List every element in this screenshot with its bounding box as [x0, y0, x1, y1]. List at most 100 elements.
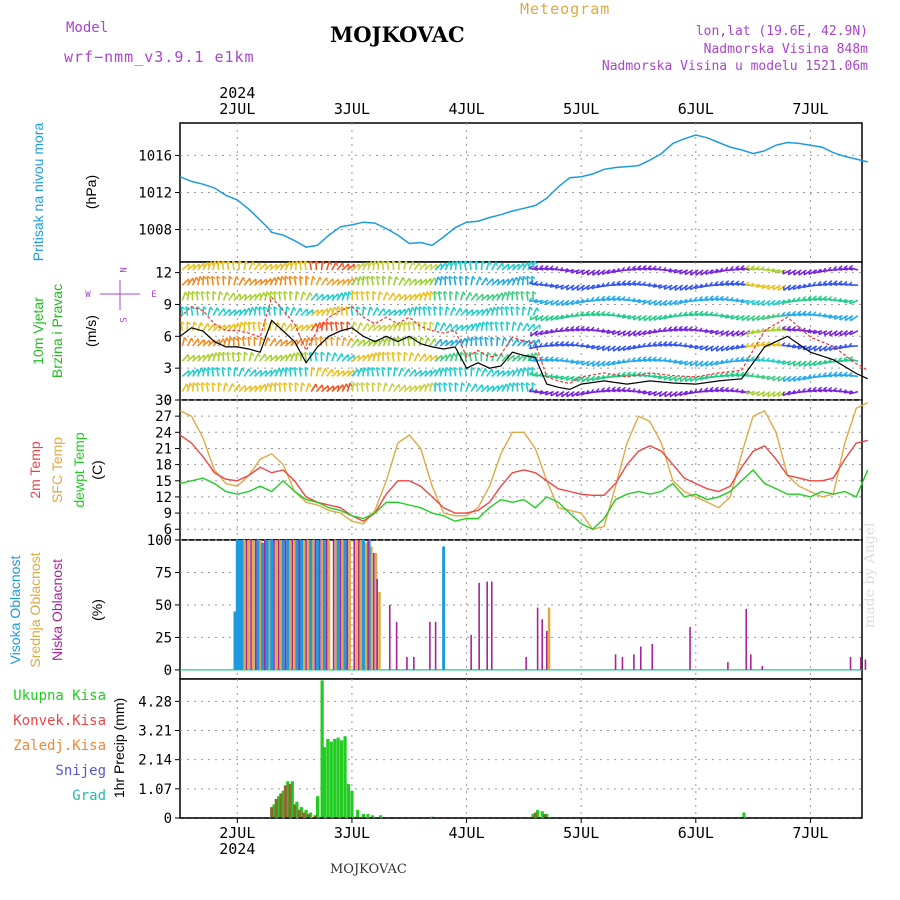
wind-barb-flag [668, 341, 673, 345]
cloud-bar-high [322, 540, 326, 670]
wind-barb-flag [549, 341, 554, 345]
wind-barb-flag [437, 276, 441, 281]
precip-bar-total [276, 796, 281, 818]
wind-barb [429, 337, 436, 347]
wind-barb [231, 352, 235, 362]
wind-barb [468, 260, 472, 271]
wind-barb [200, 382, 204, 392]
wind-barb-flag [771, 376, 775, 381]
wind-barb-flag [657, 327, 662, 332]
wind-barb-flag [833, 387, 838, 392]
wind-barb [710, 345, 720, 352]
wind-barb [622, 282, 632, 286]
wind-barb [216, 367, 220, 377]
wind-barb-flag [520, 290, 525, 295]
wind-barb-flag [184, 336, 188, 342]
wind-barb [356, 382, 359, 392]
wind-barb-flag [787, 270, 790, 275]
wind-barb-flag [419, 306, 423, 310]
wind-barb-flag [248, 307, 251, 313]
wind-barb [526, 276, 529, 286]
wind-barb-flag [714, 360, 718, 365]
wind-barb-flag [300, 307, 303, 313]
wind-barb [223, 308, 231, 317]
wind-barb-flag [606, 386, 611, 391]
wind-barb-flag [575, 341, 580, 346]
wind-barb-flag [729, 265, 734, 270]
wind-barb-flag [729, 296, 734, 301]
wind-barb-flag [632, 371, 637, 375]
wind-barb [382, 382, 387, 392]
wind-barb-flag [590, 388, 595, 393]
wind-barb [231, 260, 235, 271]
wind-barb-flag [384, 382, 389, 387]
wind-barb-flag [356, 368, 360, 374]
wind-barb [304, 367, 307, 377]
wind-barb-flag [632, 280, 637, 284]
wind-barb-flag [225, 382, 229, 387]
wind-barb [486, 278, 494, 286]
wind-barb-flag [688, 343, 692, 348]
wind-barb [709, 297, 719, 302]
wind-barb-flag [596, 310, 601, 314]
wind-barb [679, 375, 689, 383]
wind-barb [685, 375, 694, 383]
wind-barb [386, 260, 390, 271]
precip-bar-total [326, 738, 330, 818]
wind-barb [181, 278, 190, 286]
wind-barb [772, 375, 781, 382]
wind-barb-flag [849, 330, 852, 335]
wind-barb [269, 368, 277, 377]
wind-barb-flag [658, 315, 661, 320]
wind-barb-flag [493, 306, 497, 311]
cloud-bar-low [633, 654, 635, 670]
wind-barb-flag [668, 267, 672, 273]
wind-barb-flag [647, 372, 652, 377]
wind-barb-flag [565, 285, 569, 291]
wind-barb-flag [812, 269, 816, 274]
wind-barb [766, 342, 776, 347]
wind-barb-flag [637, 298, 641, 303]
wind-barb [664, 390, 673, 398]
wind-barb-flag [450, 323, 453, 328]
wind-barb-flag [257, 321, 262, 325]
wind-barb-flag [745, 342, 749, 347]
wind-barb [253, 306, 257, 316]
wind-barb-flag [516, 306, 521, 310]
wind-barb [243, 293, 252, 302]
wind-barb-flag [673, 268, 677, 274]
wind-barb [596, 375, 606, 381]
wind-barb [474, 260, 478, 271]
wind-barb [341, 369, 350, 378]
wind-barb-flag [459, 307, 463, 313]
wind-barb-flag [286, 306, 291, 311]
wind-barb-flag [309, 292, 313, 297]
wind-unit-label: (m/s) [83, 315, 99, 347]
wind-barb-flag [807, 282, 811, 287]
wind-barb [233, 367, 236, 377]
wind-barb-flag [776, 359, 780, 364]
wind-barb-flag [566, 301, 569, 306]
wind-barb [849, 330, 859, 336]
wind-barb-flag [606, 281, 610, 286]
wind-barb-flag [724, 358, 729, 363]
wind-barb [458, 367, 462, 377]
wind-barb-flag [475, 323, 478, 328]
cloud-bar-low [639, 646, 642, 670]
wind-barb [506, 354, 515, 362]
wind-barb [362, 276, 365, 286]
wind-barb-flag [501, 292, 504, 297]
wind-barb-flag [724, 266, 729, 271]
wind-barb-flag [352, 382, 357, 387]
wind-barb-flag [490, 336, 495, 340]
wind-barb-flag [755, 283, 759, 288]
wind-barb [351, 354, 360, 362]
wind-barb-flag [714, 330, 718, 335]
cloud-bar-mid [334, 540, 338, 670]
wind-barb-flag [211, 353, 215, 358]
wind-barb [429, 354, 438, 362]
wind-barb-flag [663, 285, 666, 290]
wind-barb-flag [206, 275, 211, 280]
cloud-bar-low [254, 540, 257, 670]
wind-barb-flag [355, 276, 359, 282]
